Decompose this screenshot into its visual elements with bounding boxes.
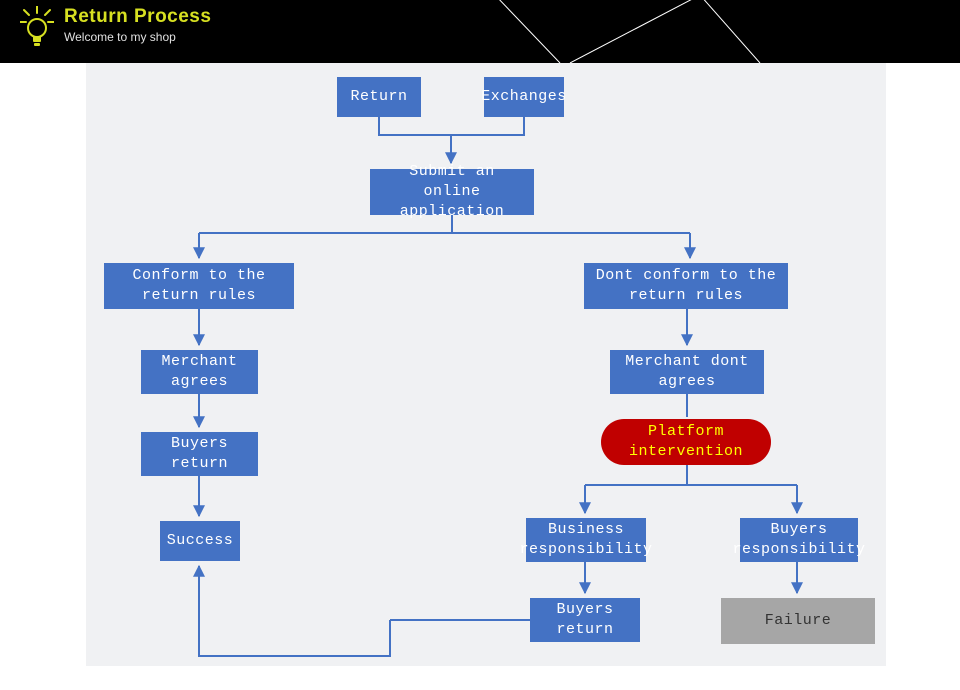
header-title: Return Process [64, 6, 211, 28]
node-dont-conform: Dont conform to thereturn rules [584, 263, 788, 309]
node-buyers-return-2: Buyers return [530, 598, 640, 642]
node-platform-intervention: Platformintervention [601, 419, 771, 465]
node-label: Platformintervention [629, 422, 743, 463]
diagram-canvas: Return Exchanges Submit an onlineapplica… [0, 63, 960, 690]
node-label: Buyers return [536, 600, 634, 641]
node-label: Buyers return [147, 434, 252, 475]
node-business-responsibility: Businessresponsibility [526, 518, 646, 562]
node-label: Merchant agrees [147, 352, 252, 393]
footer-divider [0, 686, 960, 690]
node-return: Return [337, 77, 421, 117]
lightbulb-icon [20, 6, 54, 50]
node-label: Businessresponsibility [519, 520, 652, 561]
node-success: Success [160, 521, 240, 561]
node-submit: Submit an onlineapplication [370, 169, 534, 215]
logo: Return Process Welcome to my shop [20, 6, 211, 50]
node-label: Failure [765, 611, 832, 631]
node-label: Exchanges [481, 87, 567, 107]
node-buyers-return-1: Buyers return [141, 432, 258, 476]
node-label: Return [350, 87, 407, 107]
node-label: Merchant dont agrees [616, 352, 758, 393]
node-buyers-responsibility: Buyersresponsibility [740, 518, 858, 562]
node-failure: Failure [721, 598, 875, 644]
node-exchanges: Exchanges [484, 77, 564, 117]
node-conform: Conform to thereturn rules [104, 263, 294, 309]
node-label: Success [167, 531, 234, 551]
node-merchant-agrees: Merchant agrees [141, 350, 258, 394]
node-label: Conform to thereturn rules [132, 266, 265, 307]
node-label: Dont conform to thereturn rules [596, 266, 777, 307]
header-bar: Return Process Welcome to my shop [0, 0, 960, 63]
header-subtitle: Welcome to my shop [64, 30, 211, 44]
node-label: Submit an onlineapplication [376, 162, 528, 223]
node-merchant-dont-agrees: Merchant dont agrees [610, 350, 764, 394]
node-label: Buyersresponsibility [732, 520, 865, 561]
